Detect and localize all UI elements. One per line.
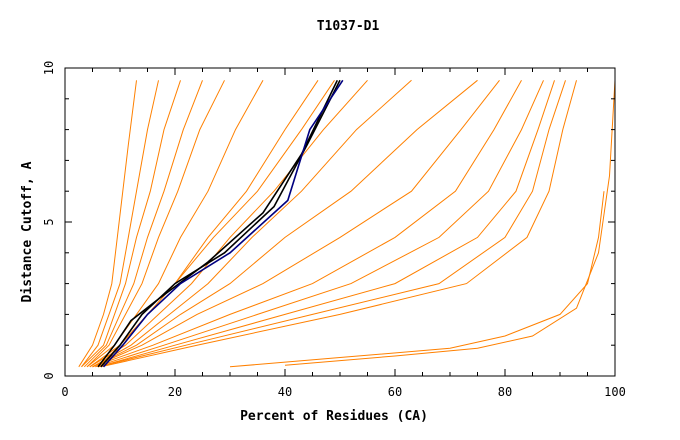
model-line-13 <box>97 80 555 368</box>
highlight-line-21 <box>102 79 344 368</box>
x-tick-label: 100 <box>604 385 626 399</box>
highlight-line-19 <box>97 79 339 368</box>
y-tick-label: 10 <box>42 61 56 75</box>
model-line-11 <box>92 80 522 368</box>
model-line-17 <box>284 80 616 366</box>
y-tick-label: 5 <box>42 218 56 225</box>
model-line-2 <box>81 80 181 368</box>
plot-lines <box>78 79 616 368</box>
x-tick-label: 20 <box>168 385 182 399</box>
model-line-18 <box>97 80 335 368</box>
x-tick-label: 0 <box>61 385 68 399</box>
model-line-9 <box>92 79 478 368</box>
model-line-5 <box>86 80 264 368</box>
plot-frame <box>64 67 616 377</box>
model-line-4 <box>86 80 225 368</box>
chart-title: T1037-D1 <box>317 19 380 34</box>
model-line-6 <box>89 80 319 368</box>
axes: 0 20 40 60 80 100 0 5 10 <box>42 61 626 399</box>
model-line-15 <box>100 80 577 368</box>
model-line-0 <box>78 80 137 368</box>
model-line-14 <box>97 80 566 368</box>
model-line-8 <box>92 79 412 368</box>
model-line-3 <box>83 80 203 368</box>
model-line-1 <box>81 80 159 368</box>
x-tick-label: 40 <box>278 385 292 399</box>
model-line-16 <box>229 191 605 368</box>
x-tick-label: 60 <box>388 385 402 399</box>
x-tick-label: 80 <box>498 385 512 399</box>
y-axis-label: Distance Cutoff, A <box>20 161 35 302</box>
model-line-10 <box>92 79 500 368</box>
x-axis-label: Percent of Residues (CA) <box>240 409 428 424</box>
y-tick-label: 0 <box>42 372 56 379</box>
model-line-12 <box>95 80 544 368</box>
